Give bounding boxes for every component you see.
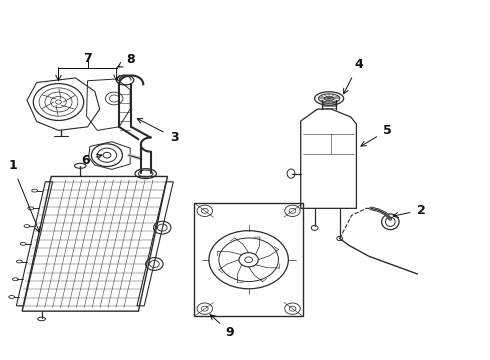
- Text: 6: 6: [81, 154, 102, 167]
- Text: 1: 1: [8, 159, 40, 232]
- Text: 8: 8: [118, 53, 135, 67]
- Text: 5: 5: [361, 124, 392, 146]
- Text: 3: 3: [137, 118, 178, 144]
- Text: 7: 7: [83, 52, 92, 65]
- Text: 4: 4: [343, 58, 363, 94]
- Ellipse shape: [315, 92, 343, 105]
- Text: 9: 9: [210, 315, 234, 339]
- Text: 2: 2: [393, 204, 426, 217]
